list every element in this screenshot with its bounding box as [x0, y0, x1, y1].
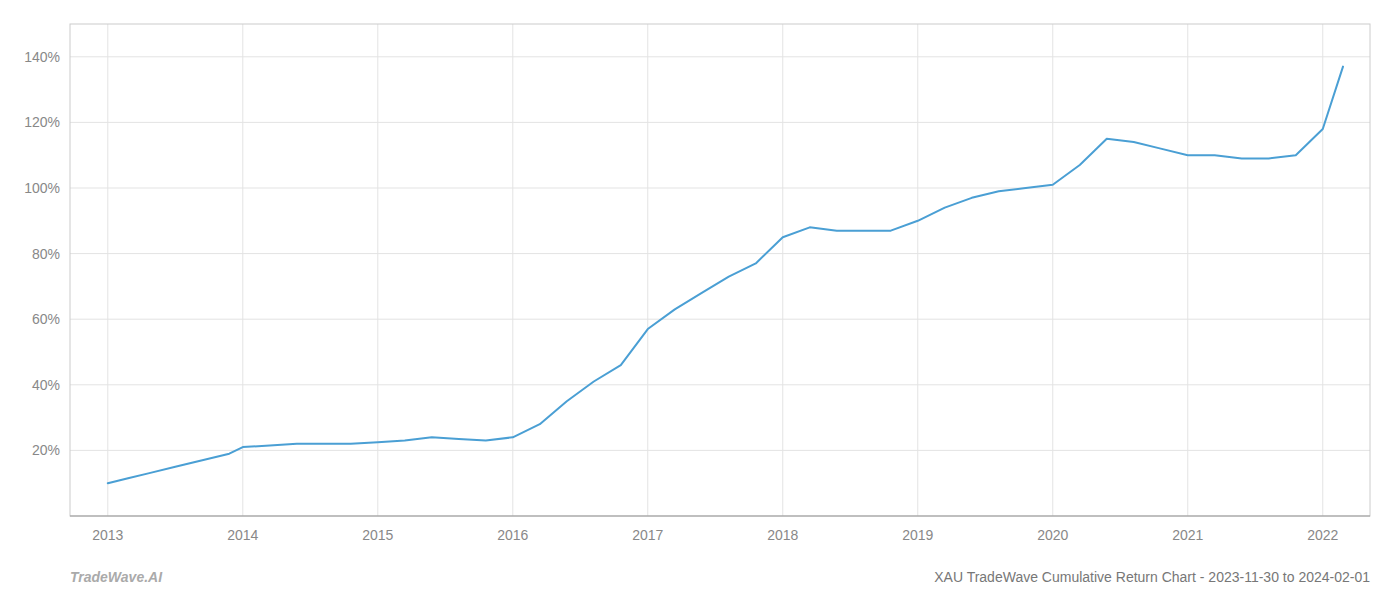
y-grid-line: [70, 56, 1370, 57]
x-grid-line: [107, 24, 108, 516]
x-grid-line: [1322, 24, 1323, 516]
x-axis-line: [70, 516, 1370, 517]
grid: [70, 24, 1370, 516]
y-tick-label: 120%: [24, 114, 60, 130]
x-grid-line: [782, 24, 783, 516]
y-grid-line: [70, 253, 1370, 254]
x-tick-label: 2022: [1307, 527, 1338, 543]
y-grid-line: [70, 384, 1370, 385]
y-tick-label: 40%: [32, 377, 60, 393]
x-tick-label: 2019: [902, 527, 933, 543]
watermark: TradeWave.AI: [70, 569, 163, 585]
x-tick-label: 2020: [1037, 527, 1068, 543]
y-tick-label: 20%: [32, 442, 60, 458]
x-grid-line: [242, 24, 243, 516]
y-grid-line: [70, 188, 1370, 189]
x-tick-label: 2015: [362, 527, 393, 543]
x-tick-label: 2018: [767, 527, 798, 543]
line: [108, 67, 1343, 484]
y-grid-line: [70, 450, 1370, 451]
y-grid-line: [70, 122, 1370, 123]
series-group: [108, 67, 1343, 484]
y-tick-label: 100%: [24, 180, 60, 196]
x-grid-line: [1187, 24, 1188, 516]
chart: 2013 2014 2015 2016 2017 2018 2019 2020 2021 2022…: [0, 0, 1400, 600]
y-tick-label: 80%: [32, 246, 60, 262]
y-grid-line: [70, 319, 1370, 320]
x-tick-label: 2021: [1172, 527, 1203, 543]
title: XAU TradeWave Cumulative Return Chart - …: [934, 569, 1370, 585]
x-tick-label: 2014: [227, 527, 258, 543]
x-grid-line: [917, 24, 918, 516]
x-tick-label: 2013: [92, 527, 123, 543]
plot-frame: [70, 24, 1370, 516]
background: [0, 0, 1400, 600]
x-grid-line: [1052, 24, 1053, 516]
y-tick-label: 60%: [32, 311, 60, 327]
x-tick-label: 2016: [497, 527, 528, 543]
x-grid-line: [512, 24, 513, 516]
x-grid-line: [647, 24, 648, 516]
x-tick-label: 2017: [632, 527, 663, 543]
y-tick-label: 140%: [24, 49, 60, 65]
